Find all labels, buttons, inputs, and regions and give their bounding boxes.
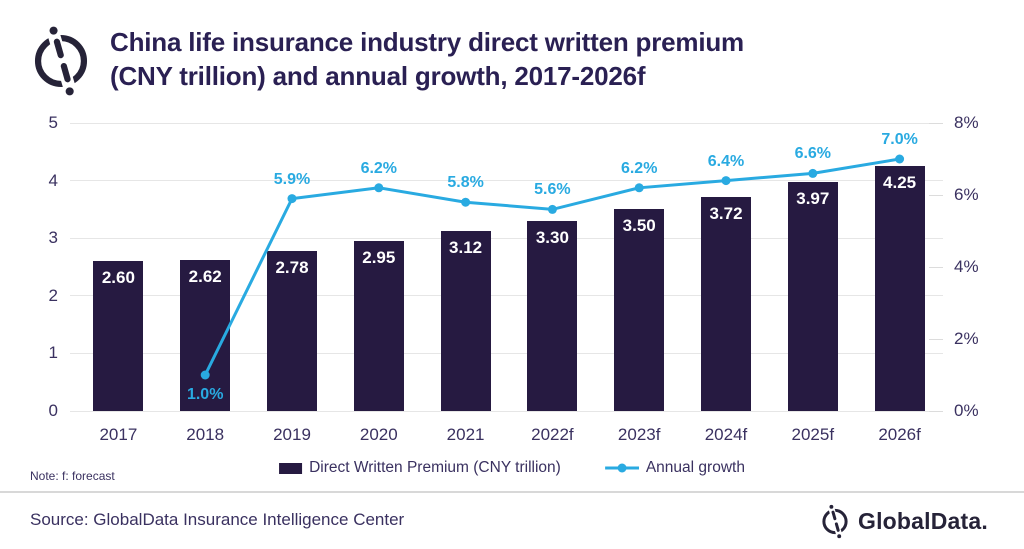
premium-bar bbox=[614, 209, 665, 411]
chart-title: China life insurance industry direct wri… bbox=[110, 25, 870, 93]
left-axis-tick-label: 5 bbox=[48, 113, 58, 132]
premium-bar bbox=[874, 166, 925, 411]
growth-value-label: 6.6% bbox=[794, 145, 832, 163]
x-axis-tick-label: 2021 bbox=[446, 425, 485, 444]
right-axis-tick-label: 0% bbox=[954, 401, 979, 420]
forecast-note: Note: f: forecast bbox=[30, 469, 115, 483]
line-series-swatch bbox=[604, 463, 639, 473]
growth-value-label: 1.0% bbox=[186, 386, 224, 403]
x-axis-tick-label: 2025f bbox=[791, 425, 835, 444]
left-axis-tick-label: 4 bbox=[48, 170, 58, 190]
footer-divider bbox=[0, 491, 1024, 493]
growth-point-marker bbox=[721, 176, 731, 186]
bar-value-label: 3.30 bbox=[535, 227, 569, 247]
x-axis-tick-label: 2023f bbox=[617, 425, 661, 444]
gridline bbox=[70, 237, 943, 239]
right-axis-tick bbox=[929, 266, 943, 268]
gridline bbox=[70, 410, 943, 412]
premium-bar bbox=[180, 260, 231, 411]
growth-point-marker bbox=[895, 154, 905, 164]
chart-title-line1: China life insurance industry direct wri… bbox=[110, 27, 744, 57]
bar-series-swatch bbox=[279, 462, 303, 474]
growth-value-label: 5.8% bbox=[447, 174, 484, 192]
left-axis-tick-label: 3 bbox=[48, 228, 58, 248]
gridline bbox=[70, 180, 943, 182]
bar-value-label: 3.50 bbox=[622, 216, 656, 236]
bar-value-label: 2.62 bbox=[188, 267, 222, 287]
bar-value-label: 2.60 bbox=[101, 268, 135, 288]
footer-brand: GlobalData. bbox=[820, 504, 988, 539]
growth-value-label: 6.2% bbox=[620, 159, 658, 177]
x-axis-tick-label: 2018 bbox=[186, 425, 225, 444]
bar-value-label: 2.95 bbox=[362, 248, 396, 268]
right-axis-tick bbox=[929, 338, 943, 340]
premium-bar bbox=[267, 250, 317, 411]
growth-value-label: 7.0% bbox=[881, 131, 918, 148]
globaldata-compass-icon bbox=[822, 504, 848, 539]
legend: Direct Written Premium (CNY trillion) An… bbox=[279, 459, 745, 477]
legend-item-growth: Annual growth bbox=[604, 459, 745, 477]
growth-point-marker bbox=[547, 204, 557, 214]
premium-bar bbox=[701, 196, 751, 411]
bar-value-label: 3.97 bbox=[796, 189, 830, 209]
growth-value-label: 5.6% bbox=[534, 181, 571, 199]
bar-value-label: 2.78 bbox=[275, 257, 309, 277]
growth-line bbox=[200, 154, 905, 380]
growth-point-marker bbox=[287, 194, 297, 204]
right-axis-tick bbox=[929, 194, 943, 196]
x-axis-tick-label: 2017 bbox=[99, 425, 138, 444]
growth-point-marker bbox=[808, 168, 818, 178]
right-axis-tick-label: 2% bbox=[954, 329, 979, 348]
source-line: Source: GlobalData Insurance Intelligenc… bbox=[30, 510, 405, 529]
growth-point-marker bbox=[461, 197, 471, 207]
legend-item-premium: Direct Written Premium (CNY trillion) bbox=[279, 459, 561, 477]
right-axis-tick-label: 6% bbox=[954, 185, 979, 204]
right-axis-tick bbox=[929, 410, 943, 412]
right-axis-tick-label: 4% bbox=[954, 257, 979, 276]
growth-value-label: 6.2% bbox=[360, 159, 398, 177]
globaldata-compass-icon bbox=[34, 26, 88, 96]
brand-wordmark: GlobalData. bbox=[857, 508, 988, 534]
left-axis-tick-label: 1 bbox=[48, 343, 58, 363]
gridline bbox=[70, 295, 943, 297]
x-axis-tick-label: 2022f bbox=[531, 425, 574, 444]
bar-value-label: 3.12 bbox=[449, 238, 483, 258]
bar-value-label: 4.25 bbox=[883, 173, 917, 193]
growth-point-marker bbox=[634, 183, 644, 193]
left-axis-tick-label: 0 bbox=[48, 401, 58, 420]
premium-bar bbox=[353, 241, 404, 411]
legend-label-growth: Annual growth bbox=[645, 459, 745, 476]
legend-label-premium: Direct Written Premium (CNY trillion) bbox=[309, 459, 561, 476]
x-axis-tick-label: 2024f bbox=[704, 425, 748, 444]
growth-point-marker bbox=[374, 183, 384, 193]
chart-title-line2: (CNY trillion) and annual growth, 2017-2… bbox=[110, 61, 646, 91]
x-axis-tick-label: 2020 bbox=[359, 425, 398, 444]
growth-value-label: 6.4% bbox=[707, 152, 745, 170]
right-axis-tick-label: 8% bbox=[954, 113, 979, 132]
left-axis-tick-label: 2 bbox=[48, 285, 58, 305]
x-axis-tick-label: 2019 bbox=[273, 425, 311, 444]
x-axis-tick-label: 2026f bbox=[878, 425, 921, 444]
premium-bar bbox=[440, 231, 491, 411]
growth-point-marker bbox=[200, 370, 210, 380]
gridline bbox=[70, 352, 943, 354]
growth-value-label: 5.9% bbox=[273, 170, 311, 188]
gridline bbox=[70, 122, 943, 124]
premium-bar bbox=[527, 220, 578, 411]
right-axis-tick bbox=[929, 122, 943, 124]
bar-value-label: 3.72 bbox=[709, 203, 743, 223]
premium-bar bbox=[93, 261, 144, 411]
premium-bar bbox=[787, 182, 838, 411]
